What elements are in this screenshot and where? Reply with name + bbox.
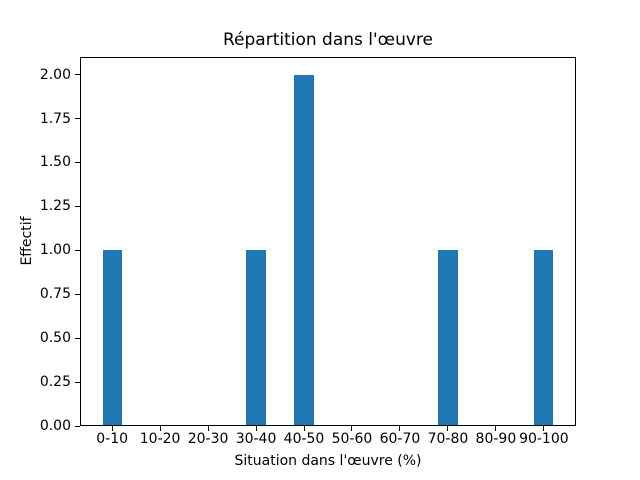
x-tick-mark bbox=[303, 426, 305, 431]
y-tick-mark bbox=[75, 249, 80, 251]
y-tick-label: 0.25 bbox=[39, 374, 71, 391]
bar bbox=[246, 250, 266, 426]
x-tick-label: 50-60 bbox=[331, 431, 373, 447]
y-tick-mark bbox=[75, 293, 80, 295]
x-tick-mark bbox=[399, 426, 401, 431]
y-tick-mark bbox=[75, 118, 80, 119]
bar bbox=[438, 250, 458, 426]
x-tick-label: 10-20 bbox=[139, 431, 181, 447]
plot-area bbox=[80, 57, 576, 426]
y-tick-mark bbox=[75, 381, 80, 383]
x-tick-mark bbox=[543, 426, 545, 431]
x-tick-mark bbox=[447, 426, 449, 431]
x-tick-label: 0-10 bbox=[96, 431, 129, 447]
bar bbox=[534, 250, 554, 426]
x-tick-label: 60-70 bbox=[379, 431, 421, 447]
chart-title: Répartition dans l'œuvre bbox=[222, 30, 433, 50]
x-tick-label: 90-100 bbox=[519, 431, 569, 447]
y-tick-mark bbox=[75, 337, 80, 339]
x-tick-label: 20-30 bbox=[187, 431, 229, 447]
x-tick-mark bbox=[111, 426, 113, 431]
y-tick-mark bbox=[75, 74, 80, 76]
y-tick-label: 2.00 bbox=[39, 66, 71, 83]
y-tick-mark bbox=[75, 161, 80, 163]
y-tick-label: 1.75 bbox=[39, 110, 71, 127]
x-tick-mark bbox=[207, 426, 209, 431]
x-tick-label: 70-80 bbox=[427, 431, 469, 447]
y-axis-label: Effectif bbox=[19, 216, 35, 266]
bar bbox=[102, 250, 122, 426]
x-tick-label: 80-90 bbox=[475, 431, 517, 447]
x-axis-label: Situation dans l'œuvre (%) bbox=[234, 453, 422, 469]
x-tick-mark bbox=[351, 426, 353, 431]
x-tick-label: 40-50 bbox=[283, 431, 325, 447]
x-tick-mark bbox=[495, 426, 497, 431]
x-tick-mark bbox=[159, 426, 161, 431]
y-tick-label: 1.25 bbox=[39, 198, 71, 215]
y-tick-mark bbox=[75, 425, 80, 427]
y-tick-label: 0.50 bbox=[39, 330, 71, 347]
y-tick-label: 0.75 bbox=[39, 286, 71, 303]
x-tick-mark bbox=[255, 426, 257, 431]
x-tick-label: 30-40 bbox=[235, 431, 277, 447]
bar bbox=[294, 74, 314, 426]
y-tick-label: 1.00 bbox=[39, 242, 71, 259]
y-tick-mark bbox=[75, 205, 80, 207]
y-tick-label: 0.00 bbox=[39, 418, 71, 434]
y-tick-label: 1.50 bbox=[39, 154, 71, 171]
